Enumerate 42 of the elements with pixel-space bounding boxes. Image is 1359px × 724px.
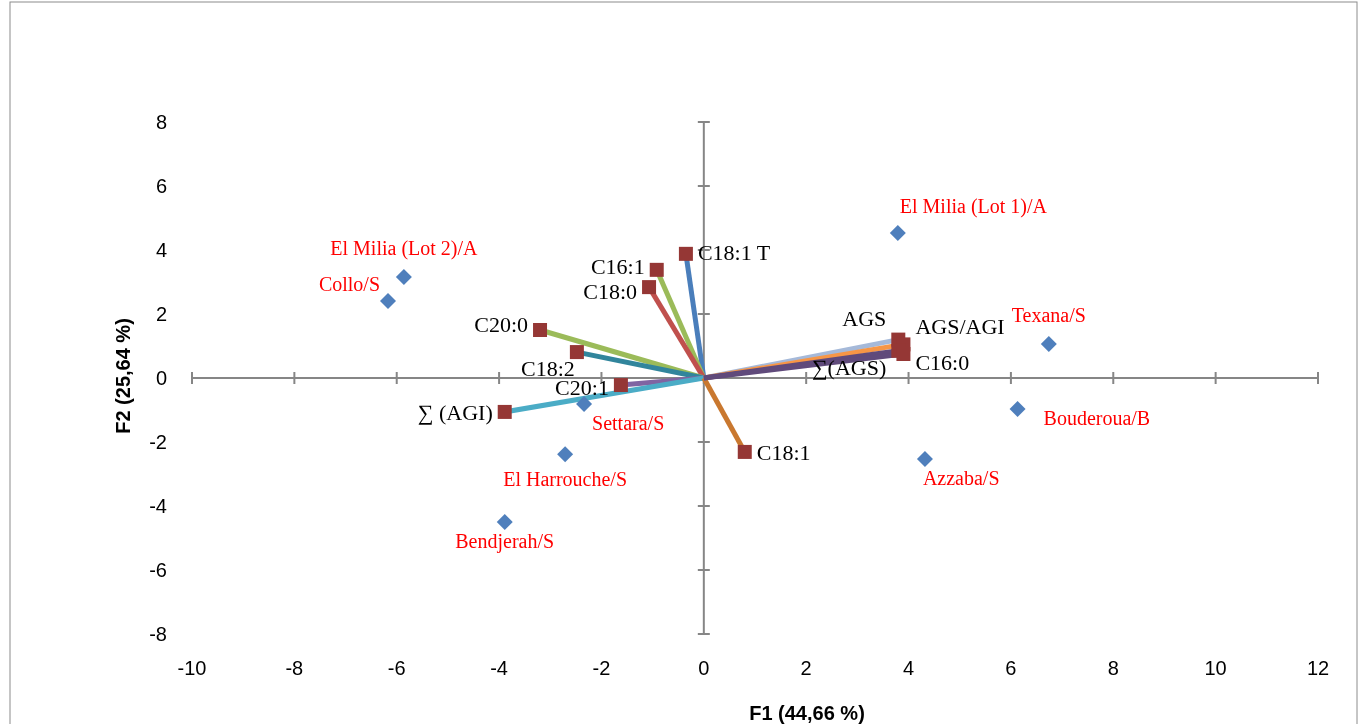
x-tick-label: 12 [1306, 657, 1330, 679]
series-label: C18:1 T [697, 239, 771, 265]
series-label: C18:0 [583, 279, 638, 305]
y-tick-label: 4 [155, 239, 167, 261]
x-tick-label: 8 [1107, 657, 1119, 679]
x-tick-label: -6 [387, 657, 406, 679]
x-tick-label: 4 [902, 657, 915, 679]
annotation: El Milia (Lot 2)/A [330, 236, 479, 260]
annotation: Texana/S [1011, 304, 1086, 327]
x-tick-label: -2 [592, 657, 611, 679]
x-tick-label: 2 [800, 657, 812, 679]
series-label: AGS [842, 305, 887, 331]
series-label: C16:0 [915, 350, 970, 375]
x-tick-label: -10 [177, 657, 207, 679]
annotation: Azzaba/S [922, 466, 1000, 489]
y-tick-label: -2 [149, 431, 167, 453]
series-label: C16:1 [590, 253, 645, 279]
y-tick-label: 2 [155, 303, 167, 325]
annotation: El Harrouche/S [503, 468, 628, 491]
series-label: C20:0 [474, 312, 529, 337]
x-tick-label: 10 [1204, 657, 1227, 679]
y-tick-label: -4 [149, 495, 167, 517]
annotation: Settara/S [592, 411, 665, 434]
x-tick-label: 6 [1005, 657, 1017, 679]
annotation: El Milia (Lot 1)/A [899, 195, 1048, 219]
annotation: Bouderoua/B [1043, 407, 1151, 430]
y-tick-label: -8 [149, 623, 167, 645]
series-label: C18:1 [756, 439, 811, 465]
series-label: ∑(AGS) [811, 354, 887, 380]
annotation: Bendjerah/S [455, 530, 555, 553]
y-tick-label: 0 [155, 367, 167, 389]
x-axis-title: F1 (44,66 %) [749, 702, 865, 724]
series-label: ∑ (AGI) [417, 399, 493, 425]
annotation: Collo/S [318, 272, 381, 295]
y-tick-label: -6 [149, 559, 167, 581]
x-tick-label: -8 [285, 657, 304, 679]
y-tick-label: 6 [155, 175, 167, 197]
x-tick-label: -4 [490, 657, 508, 679]
y-tick-label: 8 [155, 111, 167, 133]
x-tick-label: 0 [698, 657, 710, 679]
y-axis-title: F2 (25,64 %) [112, 318, 134, 434]
series-label: AGS/AGI [915, 314, 1005, 340]
